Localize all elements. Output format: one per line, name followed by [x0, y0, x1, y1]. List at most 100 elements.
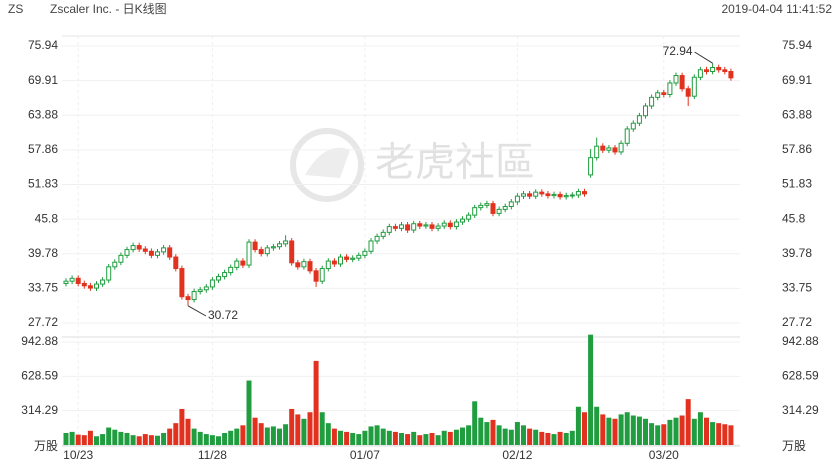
y-tick-label: 27.72	[28, 315, 58, 329]
candle-body	[374, 235, 380, 242]
candle-body	[142, 248, 148, 252]
candle-body	[289, 240, 295, 264]
candle-body	[496, 208, 502, 214]
candle-body	[106, 266, 112, 281]
volume-bar	[618, 414, 624, 445]
candle-body	[399, 224, 404, 229]
volume-bar	[453, 429, 459, 445]
candle-body	[222, 272, 228, 278]
volume-bar	[222, 432, 228, 445]
volume-bar	[283, 424, 289, 445]
volume-bar	[539, 431, 545, 445]
candle-body	[81, 282, 87, 287]
watermark-text: 老虎社區	[375, 141, 535, 185]
candle-body	[179, 268, 185, 298]
candle-body	[368, 240, 374, 252]
volume-bar	[630, 415, 636, 445]
candle-body	[661, 92, 667, 95]
volume-bar	[94, 436, 99, 445]
candle-body	[447, 222, 453, 228]
volume-bar	[588, 334, 594, 445]
candle-body	[527, 193, 533, 197]
candle-body	[710, 66, 716, 73]
volume-bar	[466, 425, 472, 445]
candle-body	[63, 280, 69, 284]
volume-bar	[350, 432, 356, 445]
candle-body	[75, 277, 81, 284]
volume-bar	[423, 434, 429, 445]
candle-body	[655, 92, 661, 98]
annotation-leader	[694, 51, 713, 64]
candle-body	[606, 147, 612, 151]
vol-tick-label: 942.88	[21, 334, 58, 348]
volume-bar	[185, 418, 191, 445]
candle-body	[508, 201, 514, 208]
candle-body	[136, 245, 142, 250]
candle-body	[417, 223, 423, 227]
candle-body	[539, 191, 545, 195]
candle-body	[331, 260, 337, 265]
candle-body	[429, 224, 435, 229]
vol-tick-label-right: 942.88	[782, 334, 819, 348]
candle-body	[173, 256, 179, 270]
volume-bar	[69, 431, 75, 445]
volume-bar	[209, 435, 215, 445]
volume-bar	[472, 401, 478, 445]
volume-bar	[386, 430, 392, 445]
chart-name: Zscaler Inc. - 日K线图	[50, 2, 167, 16]
candle-body	[313, 270, 319, 282]
candle-body	[234, 260, 240, 268]
y-tick-label-right: 75.94	[782, 38, 812, 52]
candle-body	[716, 66, 722, 71]
candle-body	[551, 193, 557, 197]
y-tick-label-right: 63.88	[782, 107, 812, 121]
volume-bar	[216, 436, 221, 445]
volume-bar	[240, 425, 246, 445]
y-tick-label: 33.75	[28, 281, 58, 295]
candle-body	[704, 69, 709, 73]
y-tick-label-right: 57.86	[782, 142, 812, 156]
volume-bar	[197, 431, 203, 445]
candle-body	[697, 69, 703, 78]
y-tick-label: 51.83	[28, 177, 58, 191]
volume-bar	[716, 423, 722, 445]
volume-bar	[368, 426, 374, 445]
volume-bar	[710, 422, 716, 445]
volume-bar	[179, 408, 185, 445]
volume-bar	[100, 434, 106, 445]
candle-body	[69, 277, 75, 282]
volume-bar	[722, 424, 728, 445]
volume-bar	[527, 428, 533, 445]
candle-body	[356, 254, 362, 259]
timestamp: 2019-04-04 11:41:52	[721, 2, 832, 16]
volume-bar	[75, 434, 81, 445]
vol-tick-label: 万股	[34, 439, 58, 453]
volume-bar	[728, 425, 734, 445]
candle-body	[228, 266, 234, 274]
high-annotation: 72.94	[663, 44, 693, 58]
volume-bar	[325, 423, 331, 445]
candle-body	[575, 191, 581, 196]
y-tick-label-right: 39.78	[782, 246, 812, 260]
x-tick-label: 02/12	[502, 448, 532, 462]
volume-bar	[691, 418, 697, 445]
volume-bar	[575, 406, 581, 445]
volume-bar	[167, 428, 173, 445]
volume-bar	[173, 423, 179, 445]
volume-bar	[356, 434, 362, 445]
candle-body	[405, 224, 411, 231]
y-tick-label-right: 33.75	[782, 281, 812, 295]
y-tick-label: 75.94	[28, 38, 58, 52]
candle-body	[216, 276, 221, 281]
candle-body	[350, 257, 356, 260]
volume-bar	[319, 412, 325, 445]
x-tick-label: 11/28	[198, 448, 227, 462]
candle-body	[630, 122, 636, 130]
volume-bar	[338, 430, 343, 445]
volume-bar	[118, 431, 124, 445]
volume-bar	[87, 430, 93, 445]
candle-body	[380, 231, 386, 237]
y-tick-label: 57.86	[28, 142, 58, 156]
volume-bar	[496, 425, 502, 445]
candle-body	[649, 96, 655, 107]
